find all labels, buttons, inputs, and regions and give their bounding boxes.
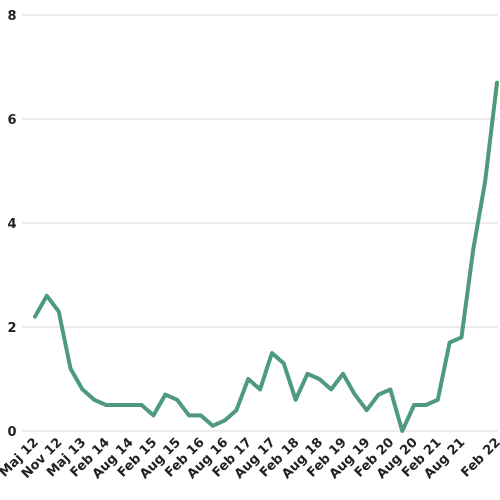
line bbox=[33, 80, 499, 433]
y-tick-label: 4 bbox=[7, 217, 16, 232]
y-tick-label: 0 bbox=[7, 425, 16, 440]
x-tick-label: Feb 22 bbox=[459, 435, 500, 480]
y-tick-label: 6 bbox=[7, 113, 16, 128]
y-tick-label: 8 bbox=[7, 9, 16, 24]
y-tick-label: 2 bbox=[7, 321, 16, 336]
